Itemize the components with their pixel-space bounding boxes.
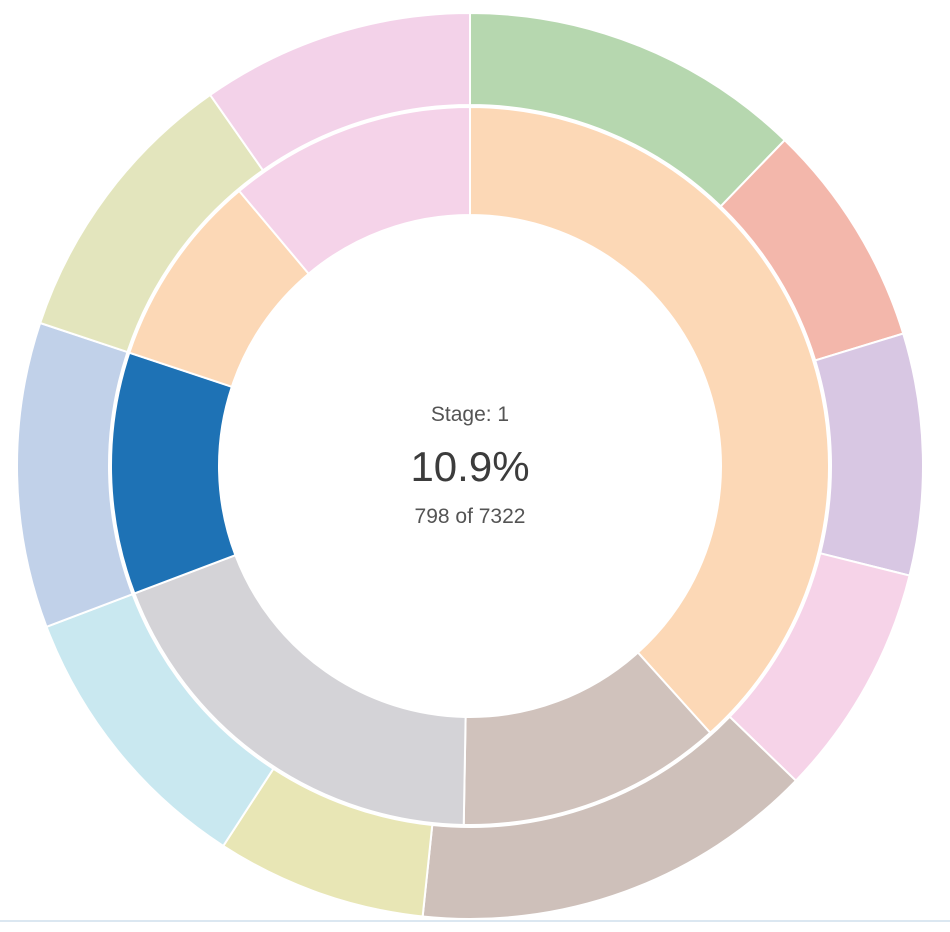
inner-ring-segment-group-peach[interactable] bbox=[469, 105, 830, 735]
inner-ring-segment-group-pink[interactable] bbox=[237, 105, 471, 276]
bottom-divider bbox=[0, 920, 950, 922]
outer-ring-segment-sub-lavender[interactable] bbox=[813, 332, 924, 577]
outer-ring-segment-sub-pink-2[interactable] bbox=[208, 11, 471, 172]
inner-ring-segment-stage-1-selected-blue[interactable] bbox=[110, 351, 237, 595]
inner-ring-segment-group-gray[interactable] bbox=[133, 553, 467, 826]
